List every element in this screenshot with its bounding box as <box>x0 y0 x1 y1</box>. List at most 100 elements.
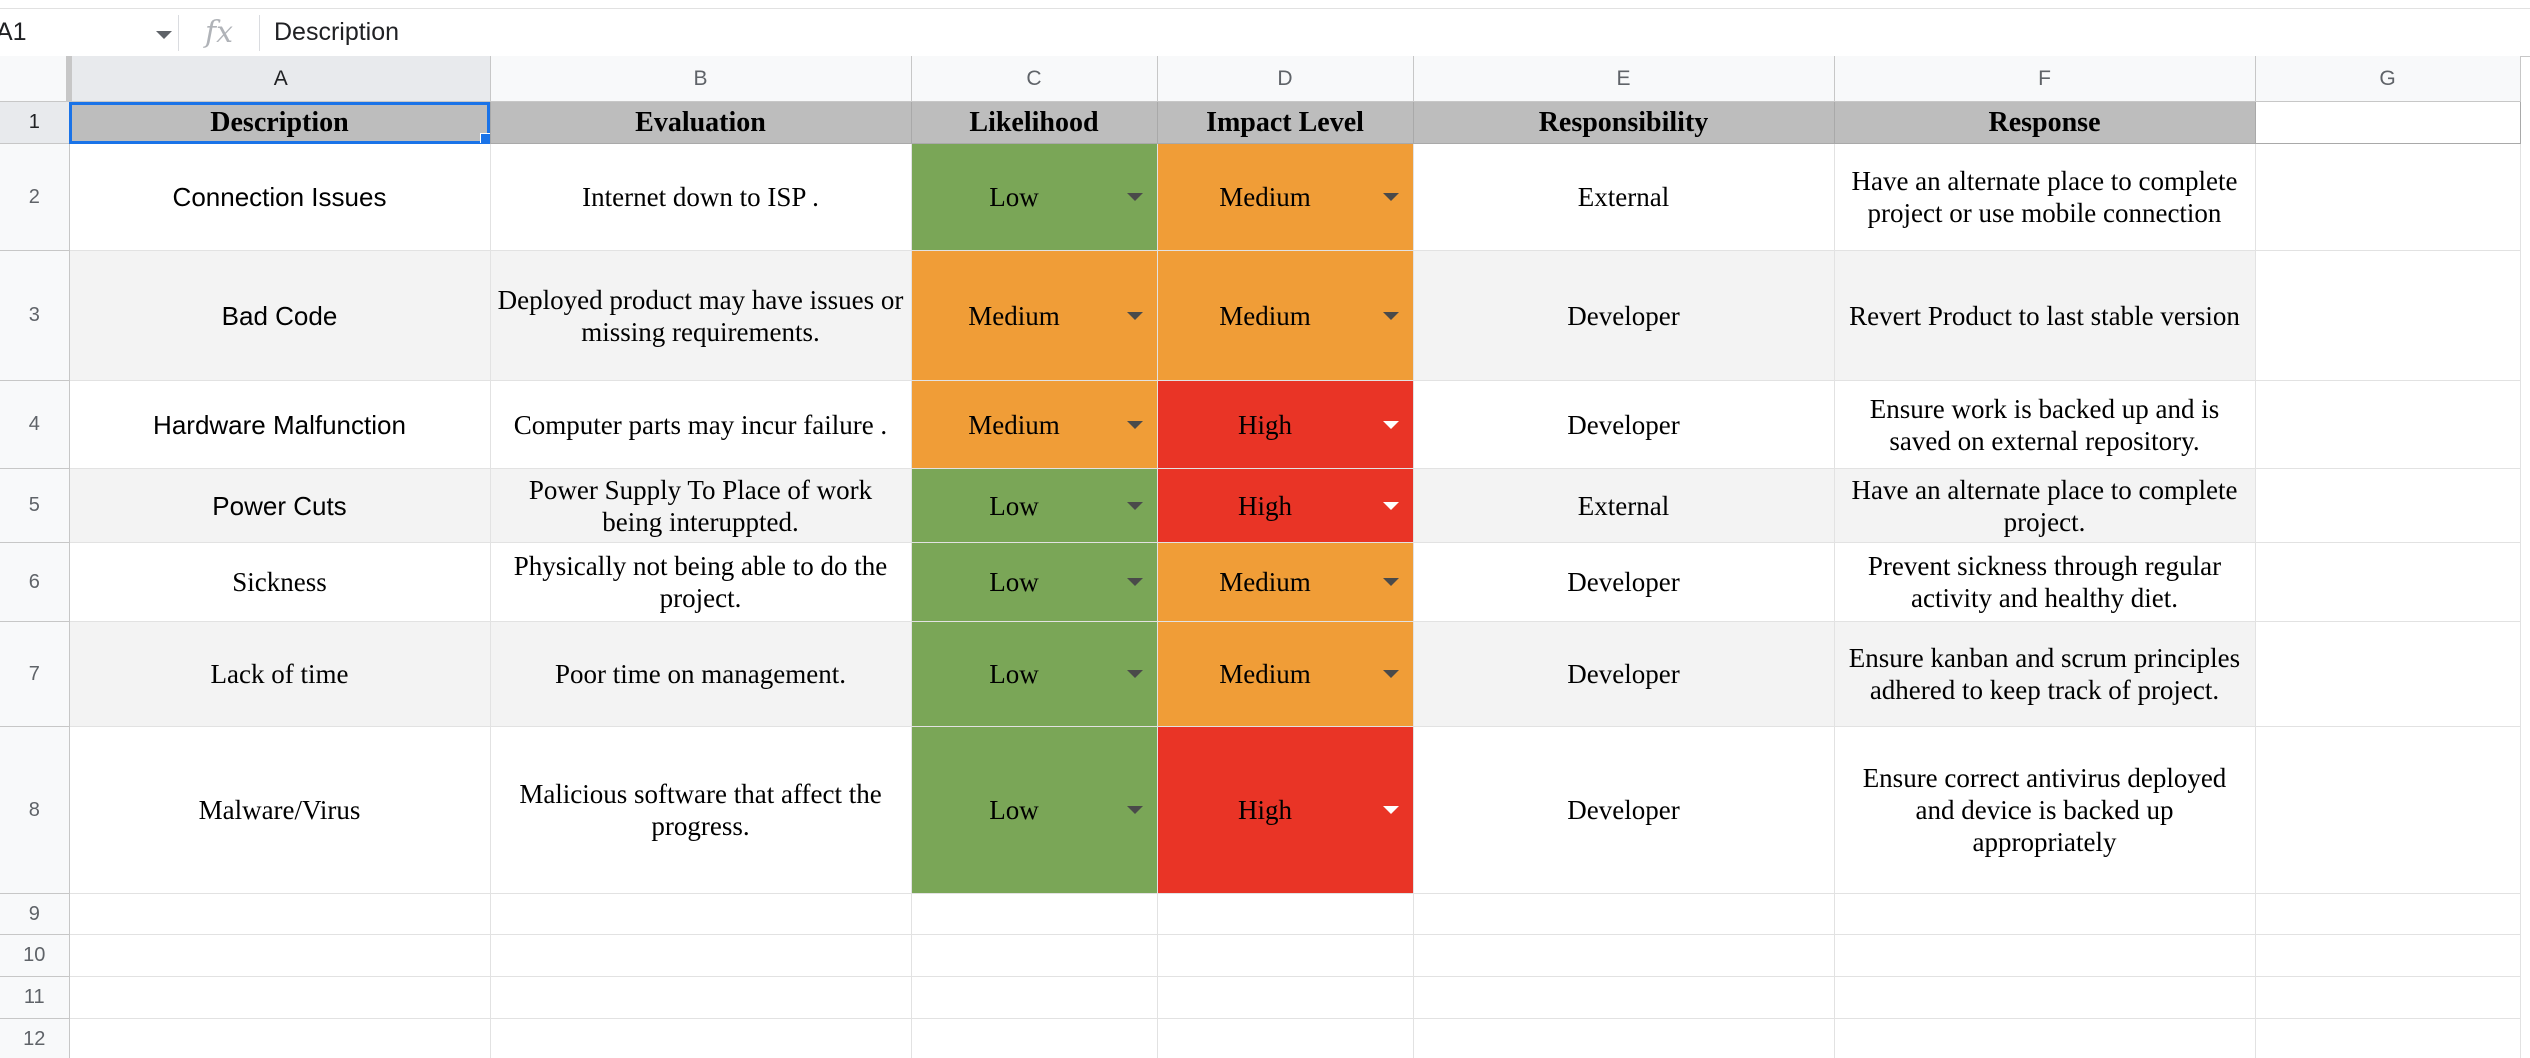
empty-cell[interactable] <box>2255 934 2521 977</box>
likelihood-dropdown[interactable]: Low <box>911 726 1158 894</box>
empty-cell[interactable] <box>911 976 1158 1019</box>
empty-cell[interactable] <box>1157 1018 1414 1058</box>
impact-dropdown[interactable]: Medium <box>1157 143 1414 251</box>
empty-cell[interactable] <box>1834 934 2256 977</box>
description-cell[interactable]: Bad Code <box>69 250 491 381</box>
empty-cell[interactable] <box>911 1018 1158 1058</box>
empty-cell[interactable] <box>1413 934 1835 977</box>
empty-cell[interactable] <box>69 934 491 977</box>
impact-dropdown[interactable]: Medium <box>1157 542 1414 622</box>
empty-cell[interactable] <box>2255 468 2521 543</box>
column-header-d[interactable]: D <box>1157 56 1414 102</box>
likelihood-dropdown[interactable]: Low <box>911 621 1158 727</box>
description-cell[interactable]: Lack of time <box>69 621 491 727</box>
column-header-a[interactable]: A <box>69 56 491 102</box>
row-header[interactable]: 6 <box>0 542 70 622</box>
dropdown-arrow-icon[interactable] <box>1126 501 1143 510</box>
responsibility-cell[interactable]: Developer <box>1413 250 1835 381</box>
likelihood-dropdown[interactable]: Medium <box>911 250 1158 381</box>
evaluation-cell[interactable]: Physically not being able to do the proj… <box>490 542 912 622</box>
empty-cell[interactable] <box>911 934 1158 977</box>
header-cell-responsibility[interactable]: Responsibility <box>1413 101 1835 144</box>
response-cell[interactable]: Have an alternate place to complete proj… <box>1834 143 2256 251</box>
empty-cell[interactable] <box>2255 380 2521 469</box>
empty-cell[interactable] <box>1834 893 2256 935</box>
row-header[interactable]: 8 <box>0 726 70 894</box>
header-cell-impact-level[interactable]: Impact Level <box>1157 101 1414 144</box>
dropdown-arrow-icon[interactable] <box>1382 806 1399 814</box>
column-header-e[interactable]: E <box>1413 56 1835 102</box>
empty-cell[interactable] <box>2255 542 2521 622</box>
column-header-b[interactable]: B <box>490 56 912 102</box>
header-cell-likelihood[interactable]: Likelihood <box>911 101 1158 144</box>
empty-cell[interactable] <box>2255 726 2521 894</box>
row-header[interactable]: 12 <box>0 1018 70 1058</box>
responsibility-cell[interactable]: Developer <box>1413 542 1835 622</box>
empty-cell[interactable] <box>490 1018 912 1058</box>
dropdown-arrow-icon[interactable] <box>1126 420 1143 429</box>
description-cell[interactable]: Connection Issues <box>69 143 491 251</box>
empty-cell[interactable] <box>1413 976 1835 1019</box>
empty-cell[interactable] <box>490 893 912 935</box>
column-header-c[interactable]: C <box>911 56 1158 102</box>
empty-cell[interactable] <box>1157 934 1414 977</box>
header-cell-response[interactable]: Response <box>1834 101 2256 144</box>
dropdown-arrow-icon[interactable] <box>1126 193 1143 201</box>
impact-dropdown[interactable]: High <box>1157 380 1414 469</box>
empty-cell[interactable] <box>490 976 912 1019</box>
empty-cell[interactable] <box>1834 976 2256 1019</box>
empty-cell[interactable] <box>2255 250 2521 381</box>
likelihood-dropdown[interactable]: Low <box>911 143 1158 251</box>
row-header[interactable]: 7 <box>0 621 70 727</box>
description-cell[interactable]: Hardware Malfunction <box>69 380 491 469</box>
empty-cell[interactable] <box>2255 621 2521 727</box>
description-cell[interactable]: Power Cuts <box>69 468 491 543</box>
header-cell-evaluation[interactable]: Evaluation <box>490 101 912 144</box>
empty-cell[interactable] <box>2255 1018 2521 1058</box>
formula-input[interactable]: Description <box>274 18 400 46</box>
impact-dropdown[interactable]: High <box>1157 726 1414 894</box>
dropdown-arrow-icon[interactable] <box>1382 193 1399 201</box>
dropdown-arrow-icon[interactable] <box>1382 420 1399 429</box>
row-header[interactable]: 4 <box>0 380 70 469</box>
response-cell[interactable]: Ensure kanban and scrum principles adher… <box>1834 621 2256 727</box>
responsibility-cell[interactable]: Developer <box>1413 621 1835 727</box>
row-header[interactable]: 3 <box>0 250 70 381</box>
impact-dropdown[interactable]: Medium <box>1157 621 1414 727</box>
empty-cell[interactable] <box>2255 101 2521 144</box>
empty-cell[interactable] <box>1413 1018 1835 1058</box>
column-header-g[interactable]: G <box>2255 56 2521 102</box>
chevron-down-icon[interactable] <box>156 31 172 39</box>
select-all-corner[interactable] <box>0 56 72 102</box>
response-cell[interactable]: Prevent sickness through regular activit… <box>1834 542 2256 622</box>
response-cell[interactable]: Revert Product to last stable version <box>1834 250 2256 381</box>
dropdown-arrow-icon[interactable] <box>1126 578 1143 586</box>
likelihood-dropdown[interactable]: Low <box>911 468 1158 543</box>
empty-cell[interactable] <box>490 934 912 977</box>
dropdown-arrow-icon[interactable] <box>1382 670 1399 678</box>
responsibility-cell[interactable]: Developer <box>1413 380 1835 469</box>
response-cell[interactable]: Have an alternate place to complete proj… <box>1834 468 2256 543</box>
dropdown-arrow-icon[interactable] <box>1382 311 1399 320</box>
responsibility-cell[interactable]: Developer <box>1413 726 1835 894</box>
dropdown-arrow-icon[interactable] <box>1382 501 1399 510</box>
row-header[interactable]: 11 <box>0 976 70 1019</box>
empty-cell[interactable] <box>2255 143 2521 251</box>
empty-cell[interactable] <box>69 1018 491 1058</box>
row-header[interactable]: 2 <box>0 143 70 251</box>
impact-dropdown[interactable]: Medium <box>1157 250 1414 381</box>
evaluation-cell[interactable]: Power Supply To Place of work being inte… <box>490 468 912 543</box>
empty-cell[interactable] <box>1157 976 1414 1019</box>
evaluation-cell[interactable]: Poor time on management. <box>490 621 912 727</box>
fill-handle[interactable] <box>479 133 489 143</box>
evaluation-cell[interactable]: Internet down to ISP . <box>490 143 912 251</box>
empty-cell[interactable] <box>911 893 1158 935</box>
empty-cell[interactable] <box>1834 1018 2256 1058</box>
evaluation-cell[interactable]: Deployed product may have issues or miss… <box>490 250 912 381</box>
row-header[interactable]: 10 <box>0 934 70 977</box>
empty-cell[interactable] <box>2255 976 2521 1019</box>
responsibility-cell[interactable]: External <box>1413 468 1835 543</box>
likelihood-dropdown[interactable]: Low <box>911 542 1158 622</box>
response-cell[interactable]: Ensure work is backed up and is saved on… <box>1834 380 2256 469</box>
header-cell-description[interactable]: Description <box>69 101 491 144</box>
